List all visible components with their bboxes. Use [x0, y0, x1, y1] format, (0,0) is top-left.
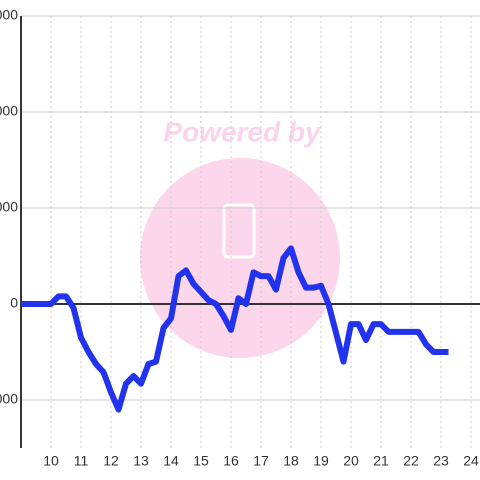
x-tick-label: 19 — [313, 453, 329, 469]
x-tick-label: 12 — [103, 453, 119, 469]
y-tick-label: 0 — [10, 295, 18, 311]
x-tick-label: 22 — [403, 453, 419, 469]
y-tick-label: 1,000 — [0, 199, 18, 215]
x-tick-label: 16 — [223, 453, 239, 469]
x-tick-label: 14 — [163, 453, 179, 469]
x-tick-label: 11 — [74, 453, 89, 469]
y-tick-label: -1,000 — [0, 391, 18, 407]
watermark-icon — [222, 203, 256, 259]
y-tick-label: 2,000 — [0, 103, 18, 119]
x-tick-label: 18 — [283, 453, 299, 469]
x-tick-label: 13 — [133, 453, 149, 469]
x-tick-label: 24 — [463, 453, 479, 469]
x-tick-label: 23 — [433, 453, 449, 469]
x-tick-label: 17 — [253, 453, 269, 469]
x-tick-label: 20 — [343, 453, 359, 469]
watermark-text: Powered by — [163, 116, 322, 147]
x-tick-label: 21 — [373, 453, 389, 469]
line-series — [21, 245, 449, 413]
x-tick-label: 10 — [43, 453, 59, 469]
x-tick-label: 15 — [193, 453, 209, 469]
y-tick-label: 3,000 — [0, 7, 18, 23]
